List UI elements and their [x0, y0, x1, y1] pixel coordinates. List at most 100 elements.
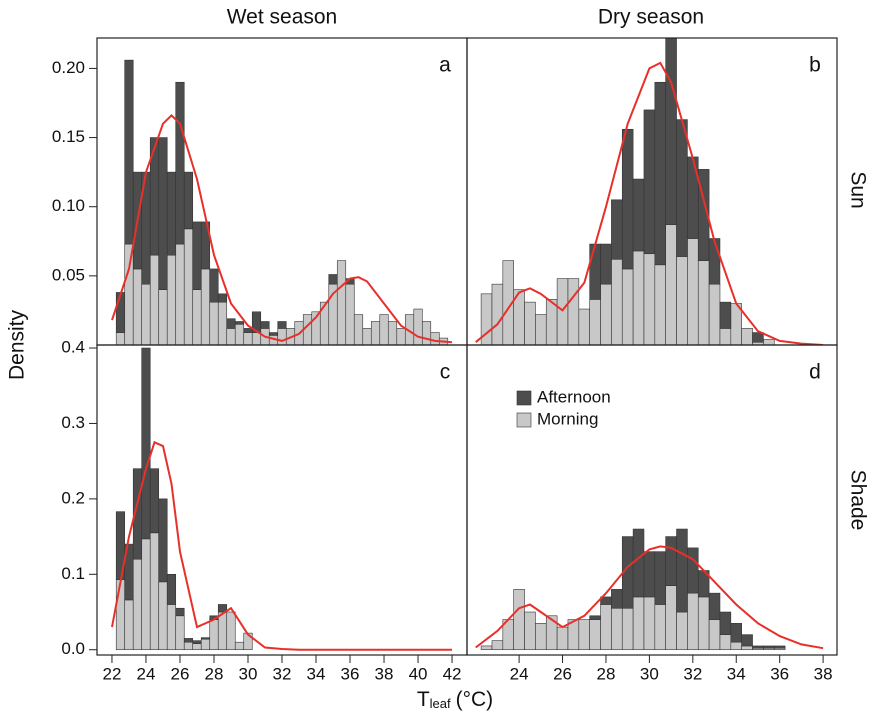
- x-tick-label: 42: [443, 664, 462, 683]
- panel: [111, 347, 452, 651]
- x-tick-label: 32: [683, 664, 702, 683]
- legend-label: Afternoon: [537, 387, 611, 406]
- density-curve: [111, 114, 453, 344]
- bar: [396, 328, 406, 345]
- bar: [600, 283, 612, 345]
- bar: [243, 332, 253, 345]
- bar: [708, 238, 721, 285]
- bar: [200, 268, 211, 345]
- bar: [621, 268, 634, 345]
- bar: [370, 321, 381, 345]
- bar: [149, 468, 160, 534]
- bar: [632, 250, 645, 345]
- bar: [141, 538, 151, 651]
- bar: [175, 243, 185, 345]
- bar: [665, 585, 677, 651]
- bar: [166, 254, 177, 345]
- bar: [217, 604, 228, 613]
- x-label-sub: leaf: [430, 696, 451, 711]
- bar: [600, 243, 612, 285]
- bar: [611, 258, 623, 345]
- bar: [578, 619, 590, 651]
- bar: [665, 536, 677, 586]
- bar: [175, 615, 185, 651]
- bar: [336, 260, 347, 345]
- bar: [719, 611, 732, 635]
- bar: [243, 328, 253, 333]
- bar: [200, 638, 211, 651]
- bar: [166, 604, 177, 651]
- y-tick-label: 0.10: [52, 196, 85, 215]
- bar: [545, 615, 558, 651]
- bar: [480, 645, 493, 651]
- bar: [643, 253, 656, 345]
- bar: [209, 619, 219, 651]
- bar: [687, 592, 699, 651]
- panel-label: a: [439, 54, 451, 77]
- bar: [535, 623, 547, 651]
- bar: [567, 278, 580, 345]
- bar: [175, 81, 185, 245]
- bar: [741, 634, 753, 647]
- bar: [379, 314, 389, 345]
- column-title: Dry season: [598, 6, 704, 29]
- bar: [556, 278, 569, 345]
- density-curve: [475, 545, 824, 650]
- bar: [277, 328, 287, 345]
- bar: [600, 604, 612, 651]
- panel: [111, 59, 453, 345]
- bar: [175, 607, 185, 617]
- bar: [687, 547, 699, 594]
- x-tick-label: 26: [171, 664, 190, 683]
- bar: [654, 81, 666, 266]
- bar: [611, 607, 623, 651]
- panel-frame: [466, 344, 838, 656]
- bar: [643, 596, 656, 651]
- bar: [234, 323, 245, 345]
- bar: [260, 321, 270, 329]
- bar: [115, 292, 126, 333]
- y-tick-label: 0.15: [52, 127, 85, 146]
- bar: [158, 137, 168, 290]
- bar: [200, 221, 211, 270]
- row-title: Sun: [846, 171, 869, 208]
- x-tick-label: 40: [409, 664, 428, 683]
- y-tick-label: 0.3: [61, 413, 85, 432]
- bar: [719, 634, 732, 651]
- bar: [632, 596, 645, 651]
- bar: [589, 615, 601, 620]
- bar: [611, 589, 623, 609]
- legend-label: Morning: [537, 409, 598, 428]
- bar: [708, 619, 721, 651]
- bar: [192, 640, 202, 644]
- column-title: Wet season: [227, 6, 338, 29]
- x-tick-label: 24: [510, 664, 529, 683]
- legend-swatch: [516, 390, 532, 406]
- bar: [132, 558, 143, 651]
- bar: [268, 332, 279, 336]
- bar: [413, 308, 423, 345]
- x-tick-label: 36: [770, 664, 789, 683]
- bar: [589, 619, 601, 651]
- bar: [697, 260, 710, 345]
- bar: [589, 243, 601, 300]
- bar: [192, 643, 202, 651]
- x-tick-label: 36: [341, 664, 360, 683]
- legend-swatch: [516, 412, 532, 428]
- bar: [697, 596, 710, 651]
- x-tick-label: 30: [239, 664, 258, 683]
- bar: [192, 289, 202, 345]
- bar: [491, 283, 504, 345]
- bar: [665, 38, 677, 225]
- bar: [124, 599, 134, 651]
- y-tick-label: 0.2: [61, 488, 85, 507]
- bar: [741, 645, 753, 651]
- x-tick-label: 28: [205, 664, 224, 683]
- x-tick-label: 38: [814, 664, 833, 683]
- y-tick-label: 0.0: [61, 639, 85, 658]
- bar: [491, 640, 504, 651]
- bar: [621, 607, 634, 651]
- bar: [124, 59, 134, 245]
- bar: [589, 299, 601, 345]
